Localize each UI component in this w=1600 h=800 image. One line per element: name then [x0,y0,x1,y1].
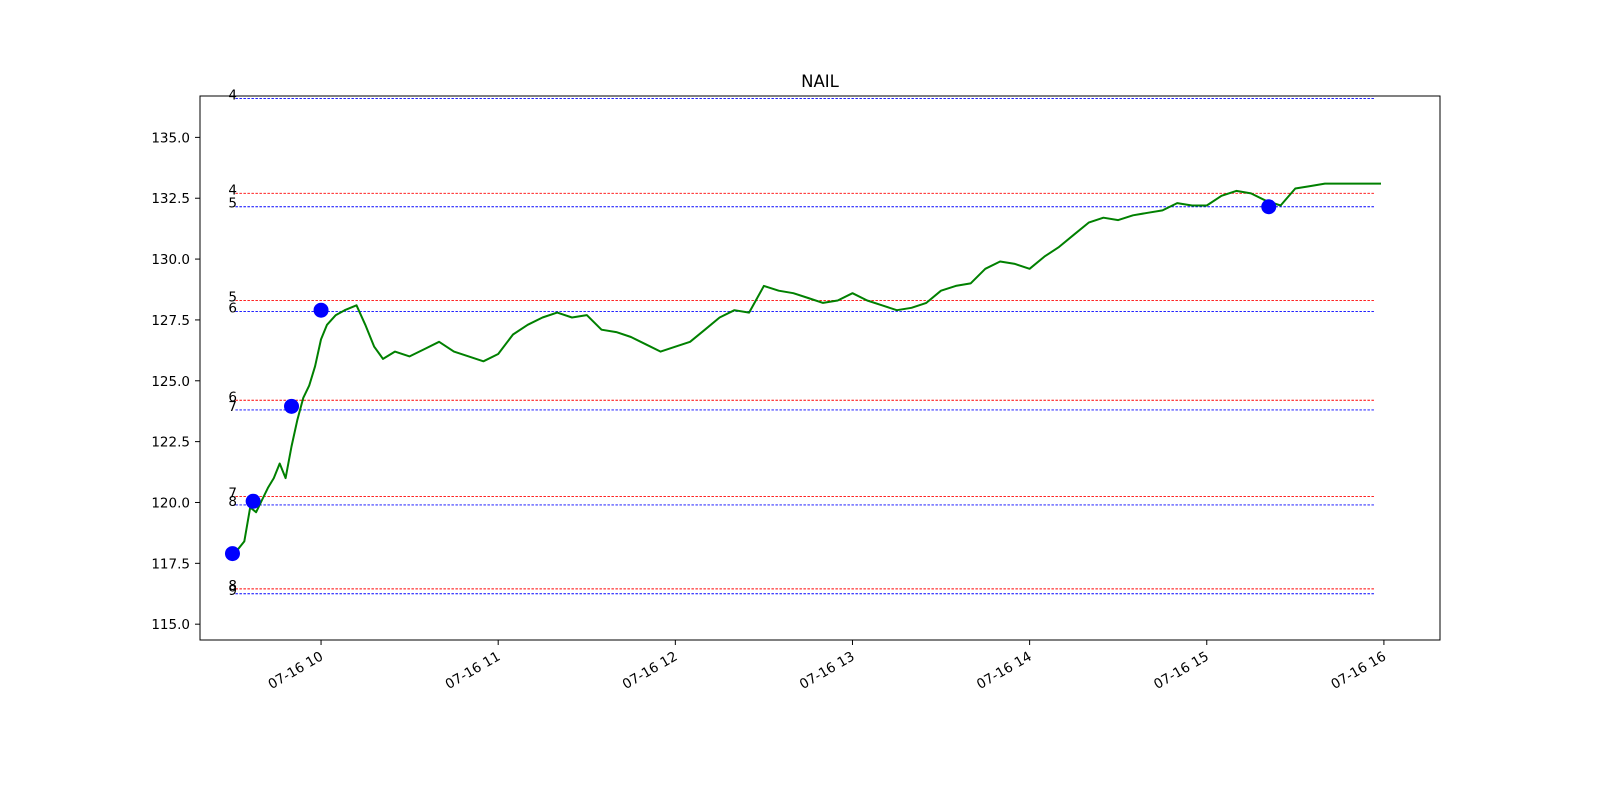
level-label: 7 [228,485,237,501]
x-axis: 07-16 10 07-16 11 07-16 12 07-16 13 07-16 14… [265,640,1389,693]
y-tick-label: 115.0 [151,617,190,633]
level-label: 8 [228,578,237,594]
level-label: 5 [228,196,237,212]
signal-markers [224,199,1277,562]
y-tick-label: 120.0 [151,495,190,511]
level-label: 7 [228,399,237,415]
x-tick-label: 07-16 13 [797,649,858,693]
chart-title: NAIL [801,72,839,91]
x-tick-label: 07-16 16 [1328,649,1389,693]
x-tick-label: 07-16 11 [443,649,504,693]
plot-frame [199,95,1441,641]
signal-marker [313,302,329,318]
price-series [231,182,1381,555]
y-tick-label: 127.5 [151,313,190,329]
signal-marker [284,398,300,414]
signal-marker [224,546,240,562]
y-tick-label: 135.0 [151,130,190,146]
y-axis: 115.0 117.5 120.0 122.5 125.0 127.5 130.0 132.5… [151,130,200,633]
x-tick-label: 07-16 14 [974,649,1035,693]
x-tick-label: 07-16 12 [620,649,681,693]
signal-marker [245,493,261,509]
signal-marker [1261,199,1277,215]
level-label: 4 [228,182,237,198]
y-tick-label: 130.0 [151,252,190,268]
x-tick-label: 07-16 15 [1151,649,1212,693]
level-label: 4 [228,87,237,103]
y-tick-label: 117.5 [151,556,190,572]
price-line [231,182,1381,555]
x-tick-label: 07-16 10 [265,649,326,693]
y-tick-label: 132.5 [151,191,190,207]
level-label: 5 [228,289,237,305]
level-label: 6 [228,300,237,316]
y-tick-label: 125.0 [151,374,190,390]
level-label: 9 [228,583,237,599]
y-tick-label: 122.5 [151,435,190,451]
level-label: 6 [228,389,237,405]
level-label: 8 [228,494,237,510]
